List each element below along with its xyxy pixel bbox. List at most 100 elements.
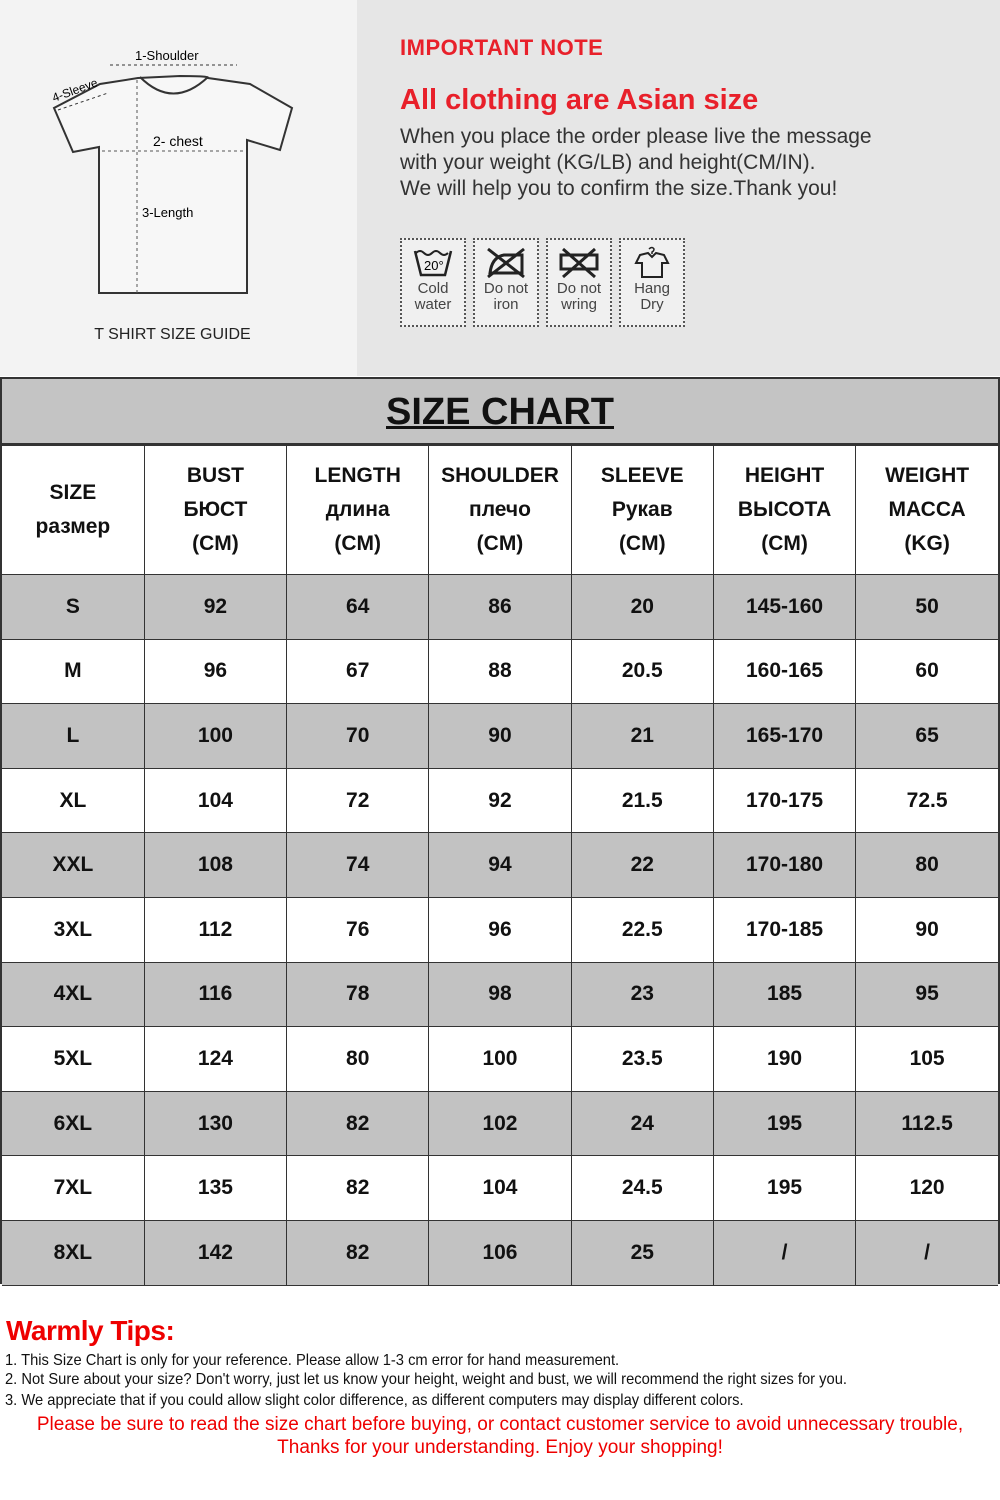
note-line: We will help you to confirm the size.Tha… bbox=[400, 177, 838, 200]
table-cell: XXL bbox=[2, 832, 145, 898]
table-cell: 72 bbox=[286, 767, 430, 834]
table-cell: 142 bbox=[143, 1219, 288, 1286]
table-cell: 82 bbox=[286, 1219, 430, 1286]
care-cold-water: 20° Cold water bbox=[400, 238, 466, 327]
wash-20-icon: 20° bbox=[413, 250, 453, 277]
tips-heading: Warmly Tips: bbox=[6, 1315, 175, 1346]
table-cell: 106 bbox=[428, 1219, 572, 1286]
care-hang-dry: Hang Dry bbox=[619, 238, 685, 327]
size-table: SIZE размер BUST БЮСТ (CM) LENGTH длина (CM) SHO… bbox=[2, 445, 998, 1286]
care-label: Dry bbox=[640, 296, 664, 313]
table-cell: 165-170 bbox=[712, 703, 857, 769]
table-cell: 4XL bbox=[2, 961, 145, 1028]
size-chart-title-row: SIZE CHART bbox=[2, 379, 998, 445]
header-line: плечо bbox=[469, 498, 531, 521]
table-cell: 185 bbox=[712, 961, 857, 1028]
table-cell: 170-180 bbox=[712, 832, 857, 898]
table-row: M 96 67 88 20.5 160-165 60 bbox=[2, 638, 998, 705]
table-cell: 96 bbox=[428, 896, 572, 963]
table-cell: 90 bbox=[428, 703, 572, 769]
table-cell: 24 bbox=[570, 1090, 714, 1157]
care-label: Cold bbox=[417, 280, 449, 297]
table-cell: 105 bbox=[855, 1026, 998, 1092]
header-line: HEIGHT bbox=[744, 464, 825, 487]
table-cell: 112.5 bbox=[855, 1090, 998, 1157]
header-line: длина bbox=[325, 498, 390, 521]
care-label: water bbox=[414, 296, 452, 313]
header-line: ВЫСОТА bbox=[737, 498, 832, 521]
no-iron-icon bbox=[487, 247, 525, 279]
red-notice: Please be sure to read the size chart be… bbox=[36, 1414, 964, 1435]
table-cell: 190 bbox=[712, 1026, 857, 1092]
table-cell: 23.5 bbox=[570, 1026, 714, 1092]
table-cell: 64 bbox=[286, 574, 430, 640]
table-cell: / bbox=[712, 1219, 857, 1286]
table-cell: 130 bbox=[143, 1090, 288, 1157]
chest-label: 2- chest bbox=[153, 133, 203, 149]
table-cell: 65 bbox=[855, 703, 998, 769]
table-cell: 21 bbox=[570, 703, 714, 769]
table-row: 3XL 112 76 96 22.5 170-185 90 bbox=[2, 896, 998, 963]
header-line: (CM) bbox=[192, 532, 239, 555]
tshirt-diagram-icon: 1-Shoulder 2- chest 3-Length 4-Sleeve bbox=[50, 48, 294, 294]
tip-item: 1. This Size Chart is only for your refe… bbox=[5, 1352, 620, 1369]
table-cell: 82 bbox=[286, 1090, 430, 1157]
header-line: SLEEVE bbox=[600, 464, 684, 487]
red-notice: Thanks for your understanding. Enjoy you… bbox=[277, 1437, 723, 1458]
table-cell: 22.5 bbox=[570, 896, 714, 963]
care-label: Hang bbox=[634, 280, 670, 297]
column-header: LENGTH длина (CM) bbox=[286, 445, 430, 575]
tip-item: 3. We appreciate that if you could allow… bbox=[5, 1392, 744, 1409]
table-cell: 78 bbox=[286, 961, 430, 1028]
table-row: 5XL 124 80 100 23.5 190 105 bbox=[2, 1026, 998, 1092]
hang-dry-icon bbox=[634, 246, 670, 278]
header-line: BUST bbox=[186, 464, 244, 487]
table-cell: 104 bbox=[143, 767, 288, 834]
table-cell: 23 bbox=[570, 961, 714, 1028]
table-row: L 100 70 90 21 165-170 65 bbox=[2, 703, 998, 769]
table-cell: 92 bbox=[428, 767, 572, 834]
table-cell: 50 bbox=[855, 574, 998, 640]
length-label: 3-Length bbox=[142, 205, 193, 220]
table-cell: / bbox=[855, 1219, 998, 1286]
table-cell: 20 bbox=[570, 574, 714, 640]
table-cell: 108 bbox=[143, 832, 288, 898]
table-row: S 92 64 86 20 145-160 50 bbox=[2, 574, 998, 640]
table-row: XXL 108 74 94 22 170-180 80 bbox=[2, 832, 998, 898]
care-do-not-iron: Do not iron bbox=[473, 238, 539, 327]
table-cell: S bbox=[2, 574, 145, 640]
note-line: with your weight (KG/LB) and height(CM/I… bbox=[400, 151, 816, 174]
table-cell: 94 bbox=[428, 832, 572, 898]
table-cell: 160-165 bbox=[712, 638, 857, 705]
size-chart-title: SIZE CHART bbox=[386, 391, 614, 433]
table-cell: 98 bbox=[428, 961, 572, 1028]
size-chart: SIZE CHART SIZE размер BUST БЮСТ (CM) LENGTH д… bbox=[0, 377, 1000, 1286]
table-cell: 120 bbox=[855, 1155, 998, 1221]
table-cell: 86 bbox=[428, 574, 572, 640]
table-cell: 170-185 bbox=[712, 896, 857, 963]
column-header: SHOULDER плечо (CM) bbox=[428, 445, 572, 575]
svg-text:20°: 20° bbox=[424, 258, 444, 273]
care-label: Do not bbox=[556, 280, 602, 297]
tip-item: 2. Not Sure about your size? Don't worry… bbox=[5, 1371, 847, 1388]
column-header: WEIGHT МАССА (KG) bbox=[855, 445, 998, 575]
note-heading: IMPORTANT NOTE bbox=[400, 35, 604, 60]
table-cell: L bbox=[2, 703, 145, 769]
header-line: (CM) bbox=[761, 532, 808, 555]
table-row: 7XL 135 82 104 24.5 195 120 bbox=[2, 1155, 998, 1221]
note-line: When you place the order please live the… bbox=[400, 125, 872, 148]
table-cell: 145-160 bbox=[712, 574, 857, 640]
header-line: (CM) bbox=[618, 532, 666, 555]
table-cell: 8XL bbox=[2, 1219, 145, 1286]
table-cell: 7XL bbox=[2, 1155, 145, 1221]
table-cell: 76 bbox=[286, 896, 430, 963]
table-cell: 100 bbox=[143, 703, 288, 769]
tshirt-size-guide: 1-Shoulder 2- chest 3-Length 4-Sleeve T … bbox=[0, 0, 357, 376]
table-cell: 72.5 bbox=[855, 767, 998, 834]
table-cell: 6XL bbox=[2, 1090, 145, 1157]
header-line: размер bbox=[35, 515, 111, 538]
header-line: (CM) bbox=[476, 532, 524, 555]
table-cell: 3XL bbox=[2, 896, 145, 963]
table-cell: 60 bbox=[855, 638, 998, 705]
no-wring-icon bbox=[559, 247, 599, 279]
